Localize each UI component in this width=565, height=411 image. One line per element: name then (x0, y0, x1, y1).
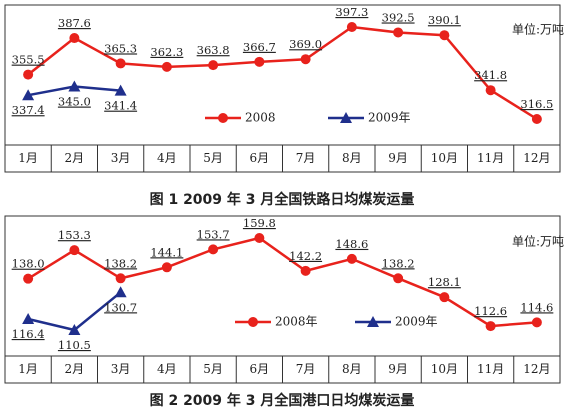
x-tick-label: 9月 (388, 362, 408, 376)
marker (346, 253, 357, 264)
x-tick-label: 1月 (18, 362, 38, 376)
chart-caption: 图 1 2009 年 3 月全国铁路日均煤炭运量 (150, 191, 415, 208)
legend-label: 2008年 (275, 315, 318, 329)
marker (218, 113, 228, 123)
data-label: 363.8 (197, 43, 230, 57)
legend-label: 2009年 (395, 315, 438, 329)
marker (393, 273, 404, 284)
data-label: 153.3 (58, 228, 91, 242)
data-label: 128.1 (428, 275, 461, 289)
x-tick-label: 10月 (431, 362, 458, 376)
marker (485, 85, 496, 96)
marker (23, 273, 34, 284)
marker (208, 244, 219, 255)
data-label: 116.4 (12, 327, 45, 341)
data-label: 138.2 (382, 256, 415, 270)
marker (254, 233, 265, 243)
marker (531, 114, 542, 124)
x-tick-label: 2月 (65, 151, 85, 165)
data-label: 138.0 (12, 257, 45, 271)
data-label: 114.6 (520, 300, 553, 314)
x-tick-label: 11月 (477, 362, 504, 376)
data-label: 144.1 (150, 245, 183, 259)
data-label: 362.3 (150, 45, 183, 59)
marker (114, 286, 127, 298)
x-tick-label: 12月 (523, 151, 550, 165)
data-label: 148.6 (335, 237, 368, 251)
marker (69, 245, 80, 256)
data-label: 138.2 (104, 256, 137, 270)
data-label: 365.3 (104, 41, 137, 55)
series-line (27, 236, 537, 328)
marker (69, 33, 80, 44)
unit-label: 单位:万吨 (512, 234, 564, 249)
marker (248, 317, 258, 327)
data-label: 355.5 (12, 53, 45, 67)
x-tick-label: 11月 (477, 151, 504, 165)
marker (23, 69, 34, 80)
data-label: 387.6 (58, 16, 91, 30)
marker (68, 324, 81, 335)
x-tick-label: 4月 (157, 151, 177, 165)
marker (115, 58, 126, 69)
data-label: 112.6 (474, 304, 507, 318)
chart-caption: 图 2 2009 年 3 月全国港口日均煤炭运量 (150, 392, 415, 409)
marker (439, 292, 450, 303)
data-label: 153.7 (197, 227, 230, 241)
x-tick-label: 3月 (111, 362, 131, 376)
x-tick-label: 8月 (342, 362, 362, 376)
x-tick-label: 5月 (203, 362, 223, 376)
data-label: 341.4 (104, 99, 137, 113)
x-tick-label: 10月 (431, 151, 458, 165)
data-label: 341.8 (474, 68, 507, 82)
marker (208, 60, 219, 71)
marker (300, 265, 311, 276)
data-label: 392.5 (382, 10, 415, 24)
marker (68, 80, 81, 92)
data-label: 337.4 (12, 103, 45, 117)
marker (439, 30, 450, 41)
data-label: 142.2 (289, 249, 322, 263)
x-tick-label: 8月 (342, 151, 362, 165)
marker (114, 84, 127, 96)
x-tick-label: 4月 (157, 362, 177, 376)
marker (485, 321, 496, 332)
series-line (27, 25, 538, 121)
data-label: 390.1 (428, 13, 461, 27)
marker (254, 56, 265, 67)
data-label: 369.0 (289, 37, 322, 51)
data-label: 110.5 (58, 338, 91, 352)
data-label: 130.7 (104, 300, 137, 314)
marker (115, 273, 126, 284)
legend-label: 2008 (245, 111, 276, 125)
data-label: 397.3 (335, 5, 368, 19)
marker (531, 317, 542, 328)
marker (22, 89, 35, 101)
data-label: 159.8 (243, 216, 276, 230)
x-tick-label: 6月 (250, 151, 270, 165)
x-tick-label: 7月 (296, 362, 316, 376)
x-tick-label: 1月 (18, 151, 38, 165)
marker (340, 112, 352, 123)
marker (22, 312, 35, 324)
x-tick-label: 7月 (296, 151, 316, 165)
unit-label: 单位:万吨 (512, 22, 564, 37)
marker (393, 27, 404, 38)
x-tick-label: 6月 (250, 362, 270, 376)
marker (346, 22, 357, 32)
marker (367, 316, 379, 327)
marker (161, 262, 172, 273)
data-label: 366.7 (243, 40, 276, 54)
x-tick-label: 12月 (523, 362, 550, 376)
data-label: 316.5 (520, 97, 553, 111)
legend-label: 2009年 (368, 111, 411, 125)
x-tick-label: 2月 (65, 362, 85, 376)
x-tick-label: 3月 (111, 151, 131, 165)
marker (161, 61, 172, 72)
x-tick-label: 9月 (388, 151, 408, 165)
marker (300, 54, 311, 65)
data-label: 345.0 (58, 95, 91, 109)
x-tick-label: 5月 (203, 151, 223, 165)
